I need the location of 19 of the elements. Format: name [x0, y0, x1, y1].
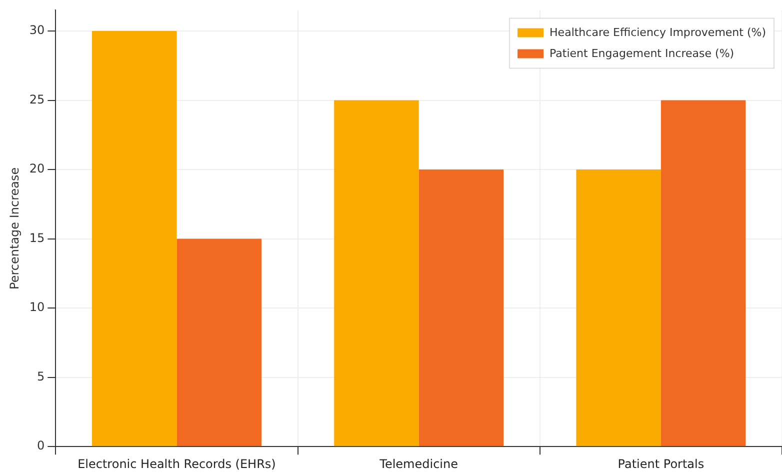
y-axis-title: Percentage Increase — [7, 167, 22, 290]
legend-label: Patient Engagement Increase (%) — [550, 47, 734, 60]
y-tick-label: 20 — [29, 162, 45, 176]
y-tick-label: 10 — [29, 300, 45, 314]
x-tick-label: Patient Portals — [618, 456, 704, 471]
y-tick-label: 30 — [29, 23, 45, 38]
y-tick-label: 0 — [37, 438, 45, 453]
x-tick-label: Telemedicine — [378, 456, 458, 471]
legend-label: Healthcare Efficiency Improvement (%) — [550, 26, 766, 40]
x-tick-label: Electronic Health Records (EHRs) — [78, 456, 276, 471]
bar — [334, 100, 419, 446]
bar — [418, 170, 504, 446]
bar — [92, 30, 177, 446]
bar — [576, 170, 661, 446]
y-tick-label: 25 — [29, 92, 45, 106]
bar — [176, 238, 262, 446]
bar — [660, 100, 746, 446]
y-tick-label: 5 — [37, 369, 45, 384]
y-tick-label: 15 — [29, 230, 45, 245]
